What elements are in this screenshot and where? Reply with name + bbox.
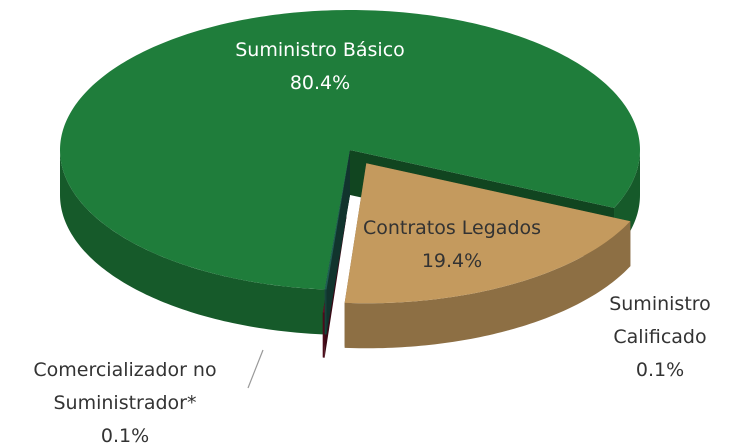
- value-label: 19.4%: [421, 250, 483, 272]
- slice-wall: [324, 150, 350, 335]
- category-label: Comercializador no Suministrador*: [33, 359, 217, 414]
- pie-slice: [344, 163, 631, 349]
- value-label: 80.4%: [289, 72, 351, 94]
- slice-label: Comercializador no Suministrador* 0.1%: [0, 354, 250, 446]
- category-label: Suministro Calificado: [609, 293, 711, 348]
- slice-top: [60, 10, 640, 290]
- slice-label: Suministro Básico 80.4%: [170, 34, 470, 100]
- value-label: 0.1%: [635, 359, 685, 381]
- slice-top: [344, 163, 631, 304]
- pie-slice: [324, 150, 350, 335]
- value-label: 0.1%: [100, 425, 150, 446]
- slice-side: [322, 312, 325, 358]
- slice-side: [344, 221, 631, 349]
- slice-side: [324, 289, 327, 335]
- slice-label: Suministro Calificado 0.1%: [590, 288, 730, 387]
- leader-line: [247, 349, 264, 389]
- slice-label: Contratos Legados 19.4%: [322, 212, 582, 278]
- category-label: Contratos Legados: [362, 217, 542, 239]
- slice-side: [60, 150, 325, 335]
- category-label: Suministro Básico: [235, 39, 405, 61]
- slice-top: [324, 150, 350, 290]
